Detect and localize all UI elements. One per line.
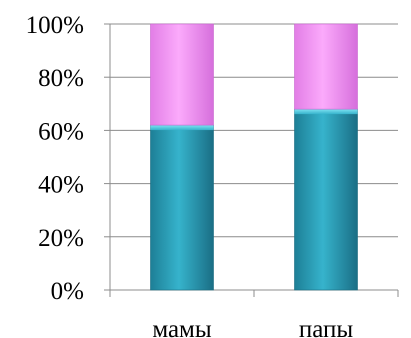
bar-top-highlight bbox=[294, 109, 358, 115]
y-tick-label: 80% bbox=[38, 65, 84, 92]
bar-segment-2-мамы bbox=[150, 23, 214, 126]
bar-top-highlight bbox=[150, 125, 214, 131]
y-tick-label: 40% bbox=[38, 172, 84, 199]
y-tick-labels: 0% 20% 40% 60% 80% 100% bbox=[26, 12, 84, 305]
bar-segment-2-папы bbox=[294, 23, 358, 110]
x-category-labels: мамы папы bbox=[152, 316, 353, 338]
bar-segment-1-папы bbox=[294, 108, 358, 291]
x-category-label: мамы bbox=[152, 316, 212, 338]
y-tick-label: 20% bbox=[38, 225, 84, 252]
y-tick-label: 100% bbox=[26, 12, 84, 39]
y-tick-label: 60% bbox=[38, 118, 84, 145]
bars bbox=[150, 23, 358, 291]
bar-segment-1-мамы bbox=[150, 124, 214, 291]
x-category-label: папы bbox=[299, 316, 354, 338]
y-tick-label: 0% bbox=[51, 278, 84, 305]
